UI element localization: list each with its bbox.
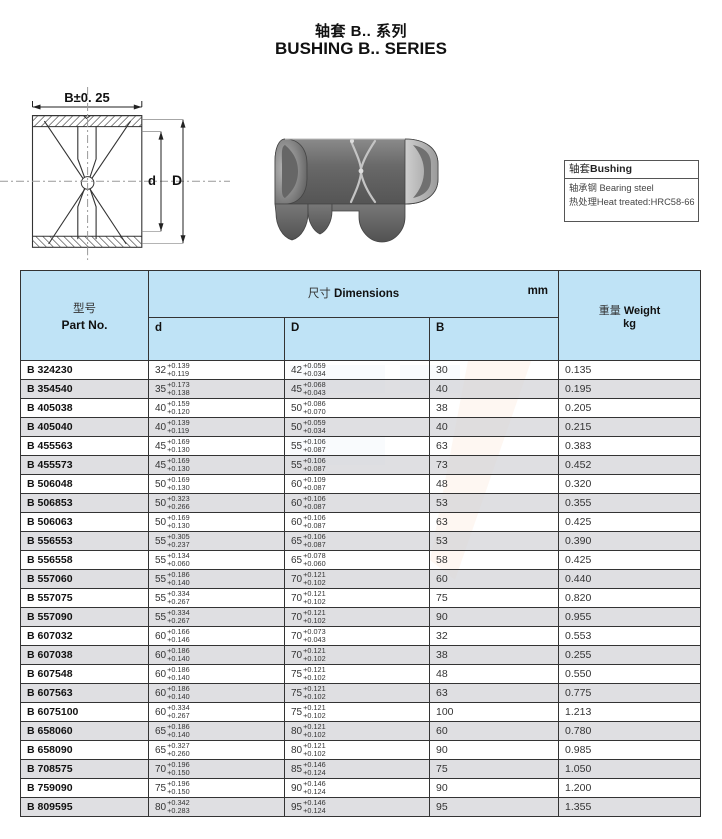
svg-text:d: d [148, 173, 156, 188]
svg-text:B±0. 25: B±0. 25 [64, 90, 109, 105]
svg-text:D: D [172, 172, 182, 188]
